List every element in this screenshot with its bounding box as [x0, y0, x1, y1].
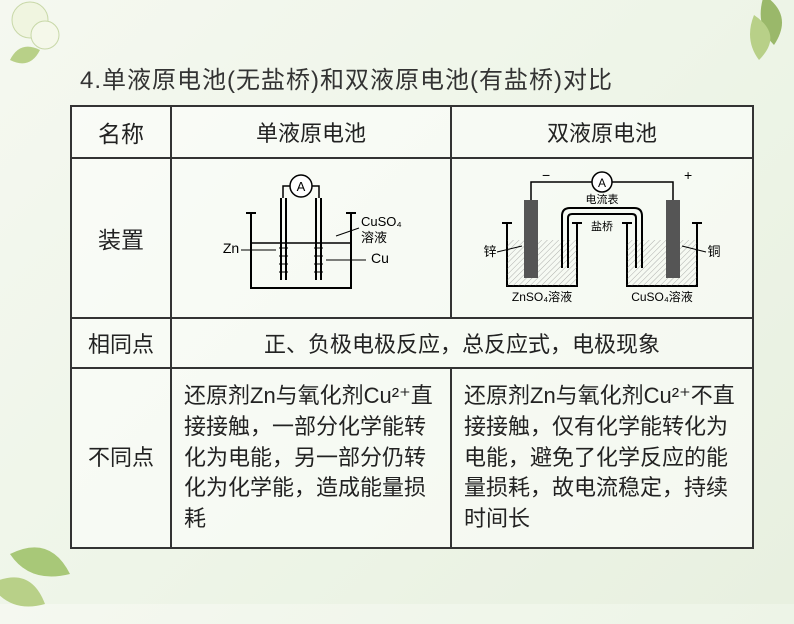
minus-label: −: [542, 168, 550, 183]
salt-bridge-label: 盐桥: [591, 220, 613, 233]
diff-label: 不同点: [71, 368, 171, 548]
single-cell-diagram: A Zn Cu CuSO₄ 溶液: [171, 158, 451, 318]
header-double: 双液原电池: [451, 106, 753, 158]
znso4-label: ZnSO₄溶液: [512, 289, 572, 304]
plus-label: +: [684, 168, 692, 183]
device-label: 装置: [71, 158, 171, 318]
cu-label: 铜: [707, 244, 720, 259]
diff-single: 还原剂Zn与氧化剂Cu²⁺直接接触，一部分化学能转化为电能，另一部分仍转化为化学…: [171, 368, 451, 548]
ammeter-label: A: [297, 179, 306, 194]
zn-label: 锌: [483, 244, 496, 259]
single-cell-svg: A Zn Cu CuSO₄ 溶液: [201, 168, 421, 308]
double-cell-svg: A 电流表 − + 锌 铜 盐桥 ZnSO₄溶液 CuSO₄溶液: [472, 168, 732, 308]
header-row: 名称 单液原电池 双液原电池: [71, 106, 753, 158]
cuso4-label: CuSO₄: [361, 214, 402, 229]
diff-row: 不同点 还原剂Zn与氧化剂Cu²⁺直接接触，一部分化学能转化为电能，另一部分仍转…: [71, 368, 753, 548]
diff-double: 还原剂Zn与氧化剂Cu²⁺不直接接触，仅有化学能转化为电能，避免了化学反应的能量…: [451, 368, 753, 548]
same-row: 相同点 正、负极电极反应，总反应式，电极现象: [71, 318, 753, 368]
cuso4-label: CuSO₄溶液: [631, 289, 693, 304]
same-text: 正、负极电极反应，总反应式，电极现象: [171, 318, 753, 368]
ammeter-label: 电流表: [586, 192, 619, 206]
cu-label: Cu: [371, 250, 389, 266]
ammeter-a: A: [598, 176, 606, 190]
solution-label: 溶液: [361, 230, 387, 245]
zn-label: Zn: [223, 240, 239, 256]
slide-content: 4.单液原电池(无盐桥)和双液原电池(有盐桥)对比 名称 单液原电池 双液原电池…: [70, 60, 754, 549]
header-single: 单液原电池: [171, 106, 451, 158]
device-row: 装置: [71, 158, 753, 318]
double-cell-diagram: A 电流表 − + 锌 铜 盐桥 ZnSO₄溶液 CuSO₄溶液: [451, 158, 753, 318]
header-name: 名称: [71, 106, 171, 158]
comparison-table: 名称 单液原电池 双液原电池 装置: [70, 105, 754, 549]
slide-title: 4.单液原电池(无盐桥)和双液原电池(有盐桥)对比: [70, 60, 754, 95]
same-label: 相同点: [71, 318, 171, 368]
